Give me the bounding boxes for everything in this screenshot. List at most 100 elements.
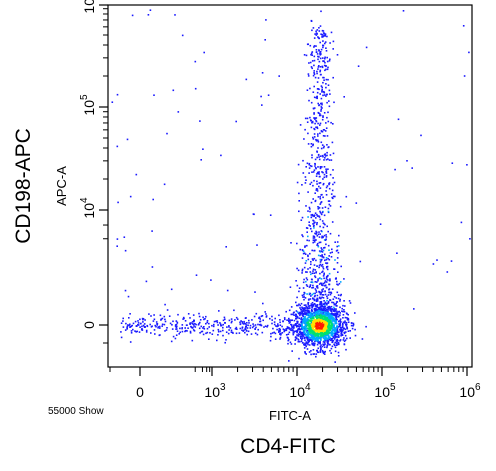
- event-dot: [166, 132, 168, 135]
- event-dot: [320, 48, 323, 51]
- event-dot: [285, 328, 287, 330]
- event-dot: [297, 340, 300, 343]
- x-tick-label: 103: [204, 382, 226, 400]
- event-dot: [143, 323, 146, 325]
- event-dot: [301, 294, 304, 297]
- event-dot: [323, 329, 325, 331]
- event-dot: [317, 66, 320, 68]
- event-dot: [267, 94, 270, 96]
- event-dot: [339, 294, 342, 297]
- event-dot: [310, 281, 312, 283]
- event-dot: [295, 310, 298, 312]
- event-dot: [319, 197, 322, 200]
- event-dot: [270, 335, 272, 338]
- event-dot: [319, 351, 322, 353]
- event-dot: [436, 259, 438, 261]
- event-dot: [345, 312, 348, 314]
- event-dot: [322, 155, 324, 158]
- event-dot: [309, 316, 311, 319]
- event-dot: [311, 335, 313, 338]
- event-dot: [328, 343, 330, 346]
- event-dot: [317, 233, 320, 236]
- event-dot: [126, 138, 129, 141]
- event-dot: [335, 250, 338, 252]
- event-dot: [321, 289, 323, 291]
- event-dot: [240, 320, 242, 322]
- event-dot: [316, 231, 318, 234]
- event-dot: [328, 288, 331, 290]
- event-dot: [314, 294, 316, 297]
- event-dot: [343, 343, 346, 345]
- event-dot: [313, 136, 316, 138]
- event-dot: [336, 340, 338, 343]
- event-dot: [301, 184, 303, 186]
- event-dot: [302, 172, 305, 174]
- event-dot: [311, 342, 313, 345]
- event-dot: [307, 316, 310, 319]
- event-dot: [295, 313, 297, 316]
- event-dot: [333, 101, 335, 104]
- event-dot: [334, 332, 336, 335]
- event-dot: [313, 85, 315, 88]
- event-dot: [311, 154, 313, 156]
- event-dot: [318, 175, 321, 178]
- event-dot: [314, 192, 316, 194]
- event-dot: [322, 307, 324, 309]
- event-dot: [320, 259, 322, 262]
- event-dot: [320, 302, 323, 304]
- event-dot: [310, 227, 312, 230]
- event-dot: [334, 336, 336, 339]
- event-dot: [299, 328, 302, 331]
- event-dot: [323, 324, 326, 327]
- event-dot: [189, 332, 192, 334]
- event-dot: [335, 332, 338, 334]
- event-dot: [194, 60, 197, 63]
- event-dot: [333, 181, 336, 184]
- event-dot: [325, 175, 328, 177]
- event-dot: [339, 318, 342, 320]
- event-dot: [295, 301, 297, 304]
- event-dot: [321, 349, 324, 352]
- event-dot: [320, 265, 323, 267]
- event-dot: [223, 316, 226, 319]
- event-dot: [319, 328, 321, 330]
- event-dot: [316, 81, 319, 83]
- event-dot: [329, 291, 331, 294]
- event-dot: [313, 133, 316, 135]
- event-dot: [316, 244, 318, 246]
- event-dot: [325, 194, 328, 196]
- event-dot: [249, 327, 252, 329]
- event-dot: [172, 89, 175, 92]
- event-dot: [305, 312, 307, 315]
- event-dot: [323, 129, 326, 131]
- event-dot: [150, 332, 152, 334]
- event-dot: [299, 314, 301, 317]
- event-dot: [322, 288, 324, 290]
- event-dot: [298, 327, 301, 330]
- event-dot: [290, 313, 293, 316]
- event-dot: [328, 105, 331, 108]
- event-dot: [199, 321, 201, 324]
- event-dot: [318, 311, 320, 313]
- event-dot: [325, 176, 328, 178]
- event-dot: [312, 349, 315, 351]
- event-dot: [321, 332, 323, 334]
- event-dot: [303, 322, 306, 324]
- event-dot: [331, 334, 334, 337]
- event-dot: [317, 208, 320, 210]
- event-dot: [241, 322, 244, 324]
- event-dot: [311, 332, 314, 334]
- event-dot: [312, 268, 315, 271]
- event-dot: [334, 319, 336, 322]
- event-dot: [246, 322, 248, 324]
- event-dot: [329, 318, 332, 320]
- event-dot: [331, 316, 334, 318]
- event-dot: [310, 53, 312, 56]
- event-dot: [344, 334, 347, 337]
- event-dot: [292, 312, 295, 314]
- event-dot: [323, 282, 325, 285]
- event-dot: [164, 303, 166, 306]
- event-dot: [318, 324, 320, 326]
- event-dot: [324, 301, 327, 304]
- event-dot: [308, 329, 310, 331]
